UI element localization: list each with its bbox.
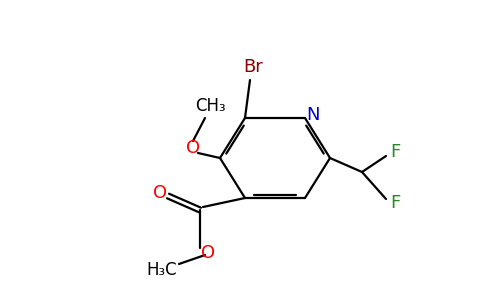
Text: F: F xyxy=(390,194,400,212)
Text: O: O xyxy=(201,244,215,262)
Text: F: F xyxy=(390,143,400,161)
Text: O: O xyxy=(153,184,167,202)
Text: CH₃: CH₃ xyxy=(195,97,226,115)
Text: H₃C: H₃C xyxy=(147,261,177,279)
Text: O: O xyxy=(186,139,200,157)
Text: Br: Br xyxy=(243,58,263,76)
Text: N: N xyxy=(306,106,320,124)
